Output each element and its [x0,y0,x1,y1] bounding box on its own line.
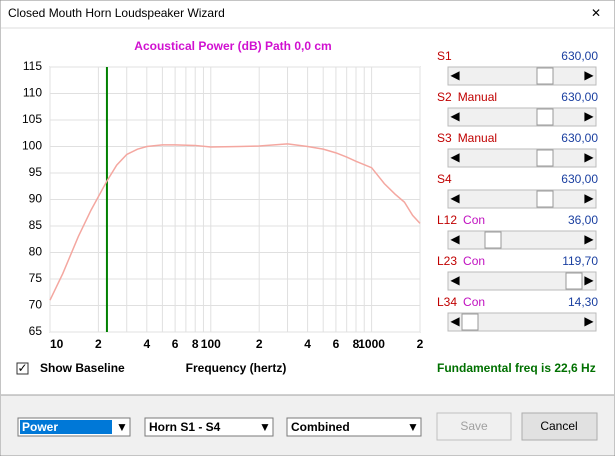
y-tick-label: 70 [29,298,43,312]
button-label: Save [460,419,488,433]
slider-value: 630,00 [561,90,598,104]
x-tick-label: 6 [172,337,179,351]
x-tick-label: 6 [333,337,340,351]
button-label: Cancel [540,419,577,433]
slider-arrow-right: ▶ [584,150,594,164]
slider-arrow-right: ▶ [584,314,594,328]
slider-arrow-left: ◀ [450,314,460,328]
slider-mode: Con [463,254,485,268]
slider-arrow-right: ▶ [584,232,594,246]
slider-name: S3 [437,131,452,145]
x-tick-label: 1000 [358,337,385,351]
slider-value: 36,00 [568,213,598,227]
x-axis-label: Frequency (hertz) [186,361,287,375]
slider-track[interactable] [447,66,597,86]
slider-name: L12 [437,213,457,227]
slider-arrow-left: ◀ [450,273,460,287]
checkmark: ✓ [17,361,27,375]
dropdown-value: Horn S1 - S4 [149,420,221,434]
slider-arrow-left: ◀ [450,68,460,82]
y-tick-label: 75 [29,271,43,285]
save-button[interactable] [436,412,512,441]
slider-name: L34 [437,295,457,309]
y-tick-label: 110 [23,86,42,100]
slider-value: 14,30 [568,295,598,309]
close-button[interactable]: ✕ [591,6,601,20]
slider-track[interactable] [447,107,597,127]
slider-arrow-right: ▶ [584,191,594,205]
slider-value: 630,00 [561,49,598,63]
x-tick-label: 4 [304,337,311,351]
x-tick-label: 4 [143,337,150,351]
x-tick-label: 2 [417,337,424,351]
y-tick-label: 115 [23,59,42,73]
slider-arrow-right: ▶ [584,109,594,123]
y-tick-label: 90 [29,192,43,206]
slider-mode: Manual [458,131,497,145]
window-title: Closed Mouth Horn Loudspeaker Wizard [8,6,225,20]
dropdown-value: Power [22,420,58,434]
slider-thumb[interactable] [565,272,583,290]
y-tick-label: 105 [22,112,42,126]
dropdown-arrow: ▼ [407,420,419,434]
y-tick-label: 65 [29,324,43,338]
slider-track[interactable] [447,189,597,209]
data-line [49,143,421,301]
slider-thumb[interactable] [536,149,554,167]
checkbox-label[interactable]: Show Baseline [40,361,125,375]
slider-name: S1 [437,49,452,63]
slider-thumb[interactable] [536,67,554,85]
x-tick-label: 2 [95,337,102,351]
y-tick-label: 95 [29,165,43,179]
status-text: Fundamental freq is 22,6 Hz [437,361,596,375]
slider-name: L23 [437,254,457,268]
slider-track[interactable] [447,271,597,291]
x-tick-label: 2 [256,337,263,351]
slider-thumb[interactable] [536,190,554,208]
slider-arrow-left: ◀ [450,109,460,123]
x-tick-label: 100 [201,337,221,351]
dropdown[interactable] [286,417,422,437]
x-tick-label: 8 [192,337,199,351]
dropdown-value: Combined [291,420,350,434]
x-tick-label: 8 [353,337,360,351]
slider-arrow-right: ▶ [584,273,594,287]
slider-arrow-left: ◀ [450,191,460,205]
slider-track[interactable] [447,230,597,250]
slider-mode: Con [463,295,485,309]
y-tick-label: 100 [22,139,42,153]
x-tick-label: 10 [50,337,64,351]
slider-track[interactable] [447,148,597,168]
slider-value: 630,00 [561,172,598,186]
y-tick-label: 85 [29,218,43,232]
slider-value: 119,70 [562,254,598,268]
slider-arrow-left: ◀ [450,232,460,246]
slider-mode: Manual [458,90,497,104]
chart-title: Acoustical Power (dB) Path 0,0 cm [134,39,331,53]
checkbox[interactable] [16,362,29,375]
slider-thumb[interactable] [461,313,479,331]
slider-thumb[interactable] [536,108,554,126]
dropdown-highlight [20,420,112,434]
slider-value: 630,00 [561,131,598,145]
slider-name: S2 [437,90,452,104]
dropdown[interactable] [144,417,274,437]
slider-track[interactable] [447,312,597,332]
slider-thumb[interactable] [484,231,502,249]
slider-arrow-left: ◀ [450,150,460,164]
cancel-button[interactable] [521,412,598,441]
slider-arrow-right: ▶ [584,68,594,82]
dropdown-arrow: ▼ [259,420,271,434]
slider-name: S4 [437,172,452,186]
slider-mode: Con [463,213,485,227]
dropdown-arrow: ▼ [116,420,128,434]
y-tick-label: 80 [29,245,43,259]
